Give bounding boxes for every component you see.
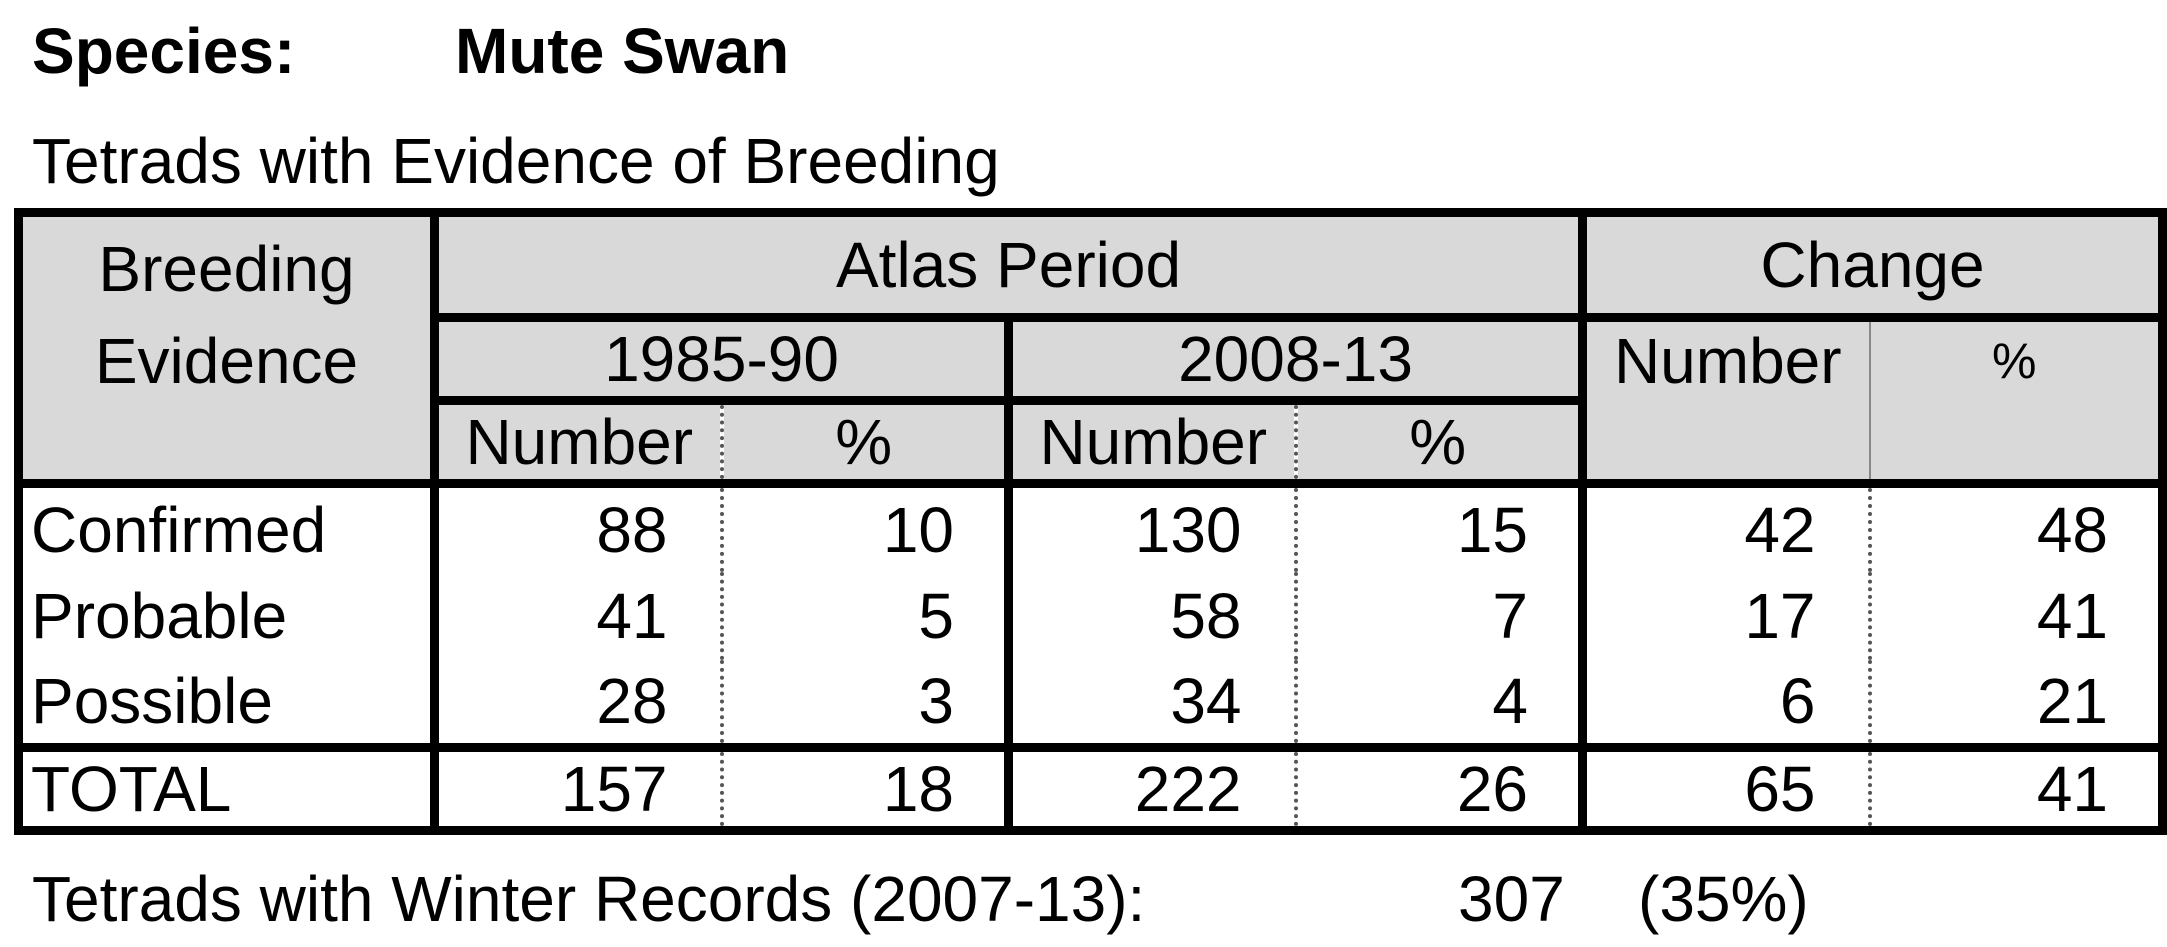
period1-percent-header: % — [721, 400, 1013, 484]
change-header: Change — [1582, 212, 2163, 322]
period2-number-cell: 58 — [1008, 571, 1298, 660]
period2-number-header: Number — [1008, 400, 1298, 484]
breeding-evidence-header: Breeding Evidence — [18, 212, 439, 484]
row-label: Possible — [18, 659, 439, 748]
change-percent-cell: 48 — [1869, 479, 2163, 572]
breeding-evidence-header-line2: Evidence — [94, 325, 359, 397]
total-row: TOTAL 157 18 222 26 65 41 — [18, 743, 2163, 831]
species-name: Mute Swan — [455, 15, 790, 87]
change-number-cell: 42 — [1582, 479, 1872, 572]
total-change-percent: 41 — [1869, 743, 2163, 831]
species-label: Species: — [32, 15, 296, 87]
table-row: Probable 41 5 58 7 17 41 — [18, 571, 2163, 660]
period1-number-cell: 28 — [434, 659, 724, 748]
period2-percent-header: % — [1295, 400, 1587, 484]
row-label: Confirmed — [18, 479, 439, 572]
period2-percent-cell: 4 — [1295, 659, 1587, 748]
total-change-number: 65 — [1582, 743, 1872, 831]
breeding-evidence-table: Breeding Evidence Atlas Period Change 19… — [14, 208, 2167, 835]
period1-number-cell: 88 — [434, 479, 724, 572]
period1-number-header: Number — [434, 400, 724, 484]
table-row: Possible 28 3 34 4 6 21 — [18, 659, 2163, 748]
change-percent-cell: 21 — [2036, 665, 2108, 738]
total-period1-number: 157 — [434, 743, 724, 831]
winter-records-label: Tetrads with Winter Records (2007-13): — [32, 863, 1146, 935]
change-number-header: Number — [1582, 317, 1871, 484]
row-label: Probable — [18, 571, 439, 660]
winter-records-percent: (35%) — [1638, 863, 1809, 935]
change-number-cell: 6 — [1582, 659, 1872, 748]
breeding-evidence-header-line1: Breeding — [98, 233, 355, 305]
period1-number-cell: 41 — [434, 571, 724, 660]
period-2008-13-header: 2008-13 — [1008, 317, 1587, 405]
period2-percent-cell: 15 — [1295, 479, 1587, 572]
change-number-cell: 17 — [1582, 571, 1872, 660]
winter-records-count: 307 — [1458, 863, 1565, 935]
atlas-period-header: Atlas Period — [434, 212, 1587, 322]
total-label: TOTAL — [18, 743, 439, 831]
table-subtitle: Tetrads with Evidence of Breeding — [32, 125, 1000, 197]
period2-percent-cell: 7 — [1295, 571, 1587, 660]
total-period1-percent: 18 — [721, 743, 1013, 831]
change-percent-header: % — [1869, 317, 2163, 484]
period2-number-cell: 34 — [1008, 659, 1298, 748]
total-period2-percent: 26 — [1295, 743, 1587, 831]
period-1985-90-header: 1985-90 — [434, 317, 1013, 405]
change-percent-cell: 41 — [2036, 579, 2108, 652]
period1-percent-cell: 3 — [721, 659, 1013, 748]
period2-number-cell: 130 — [1008, 479, 1298, 572]
table-row: Confirmed 88 10 130 15 42 48 — [18, 479, 2163, 572]
period1-percent-cell: 10 — [721, 479, 1013, 572]
period1-percent-cell: 5 — [721, 571, 1013, 660]
total-period2-number: 222 — [1008, 743, 1298, 831]
